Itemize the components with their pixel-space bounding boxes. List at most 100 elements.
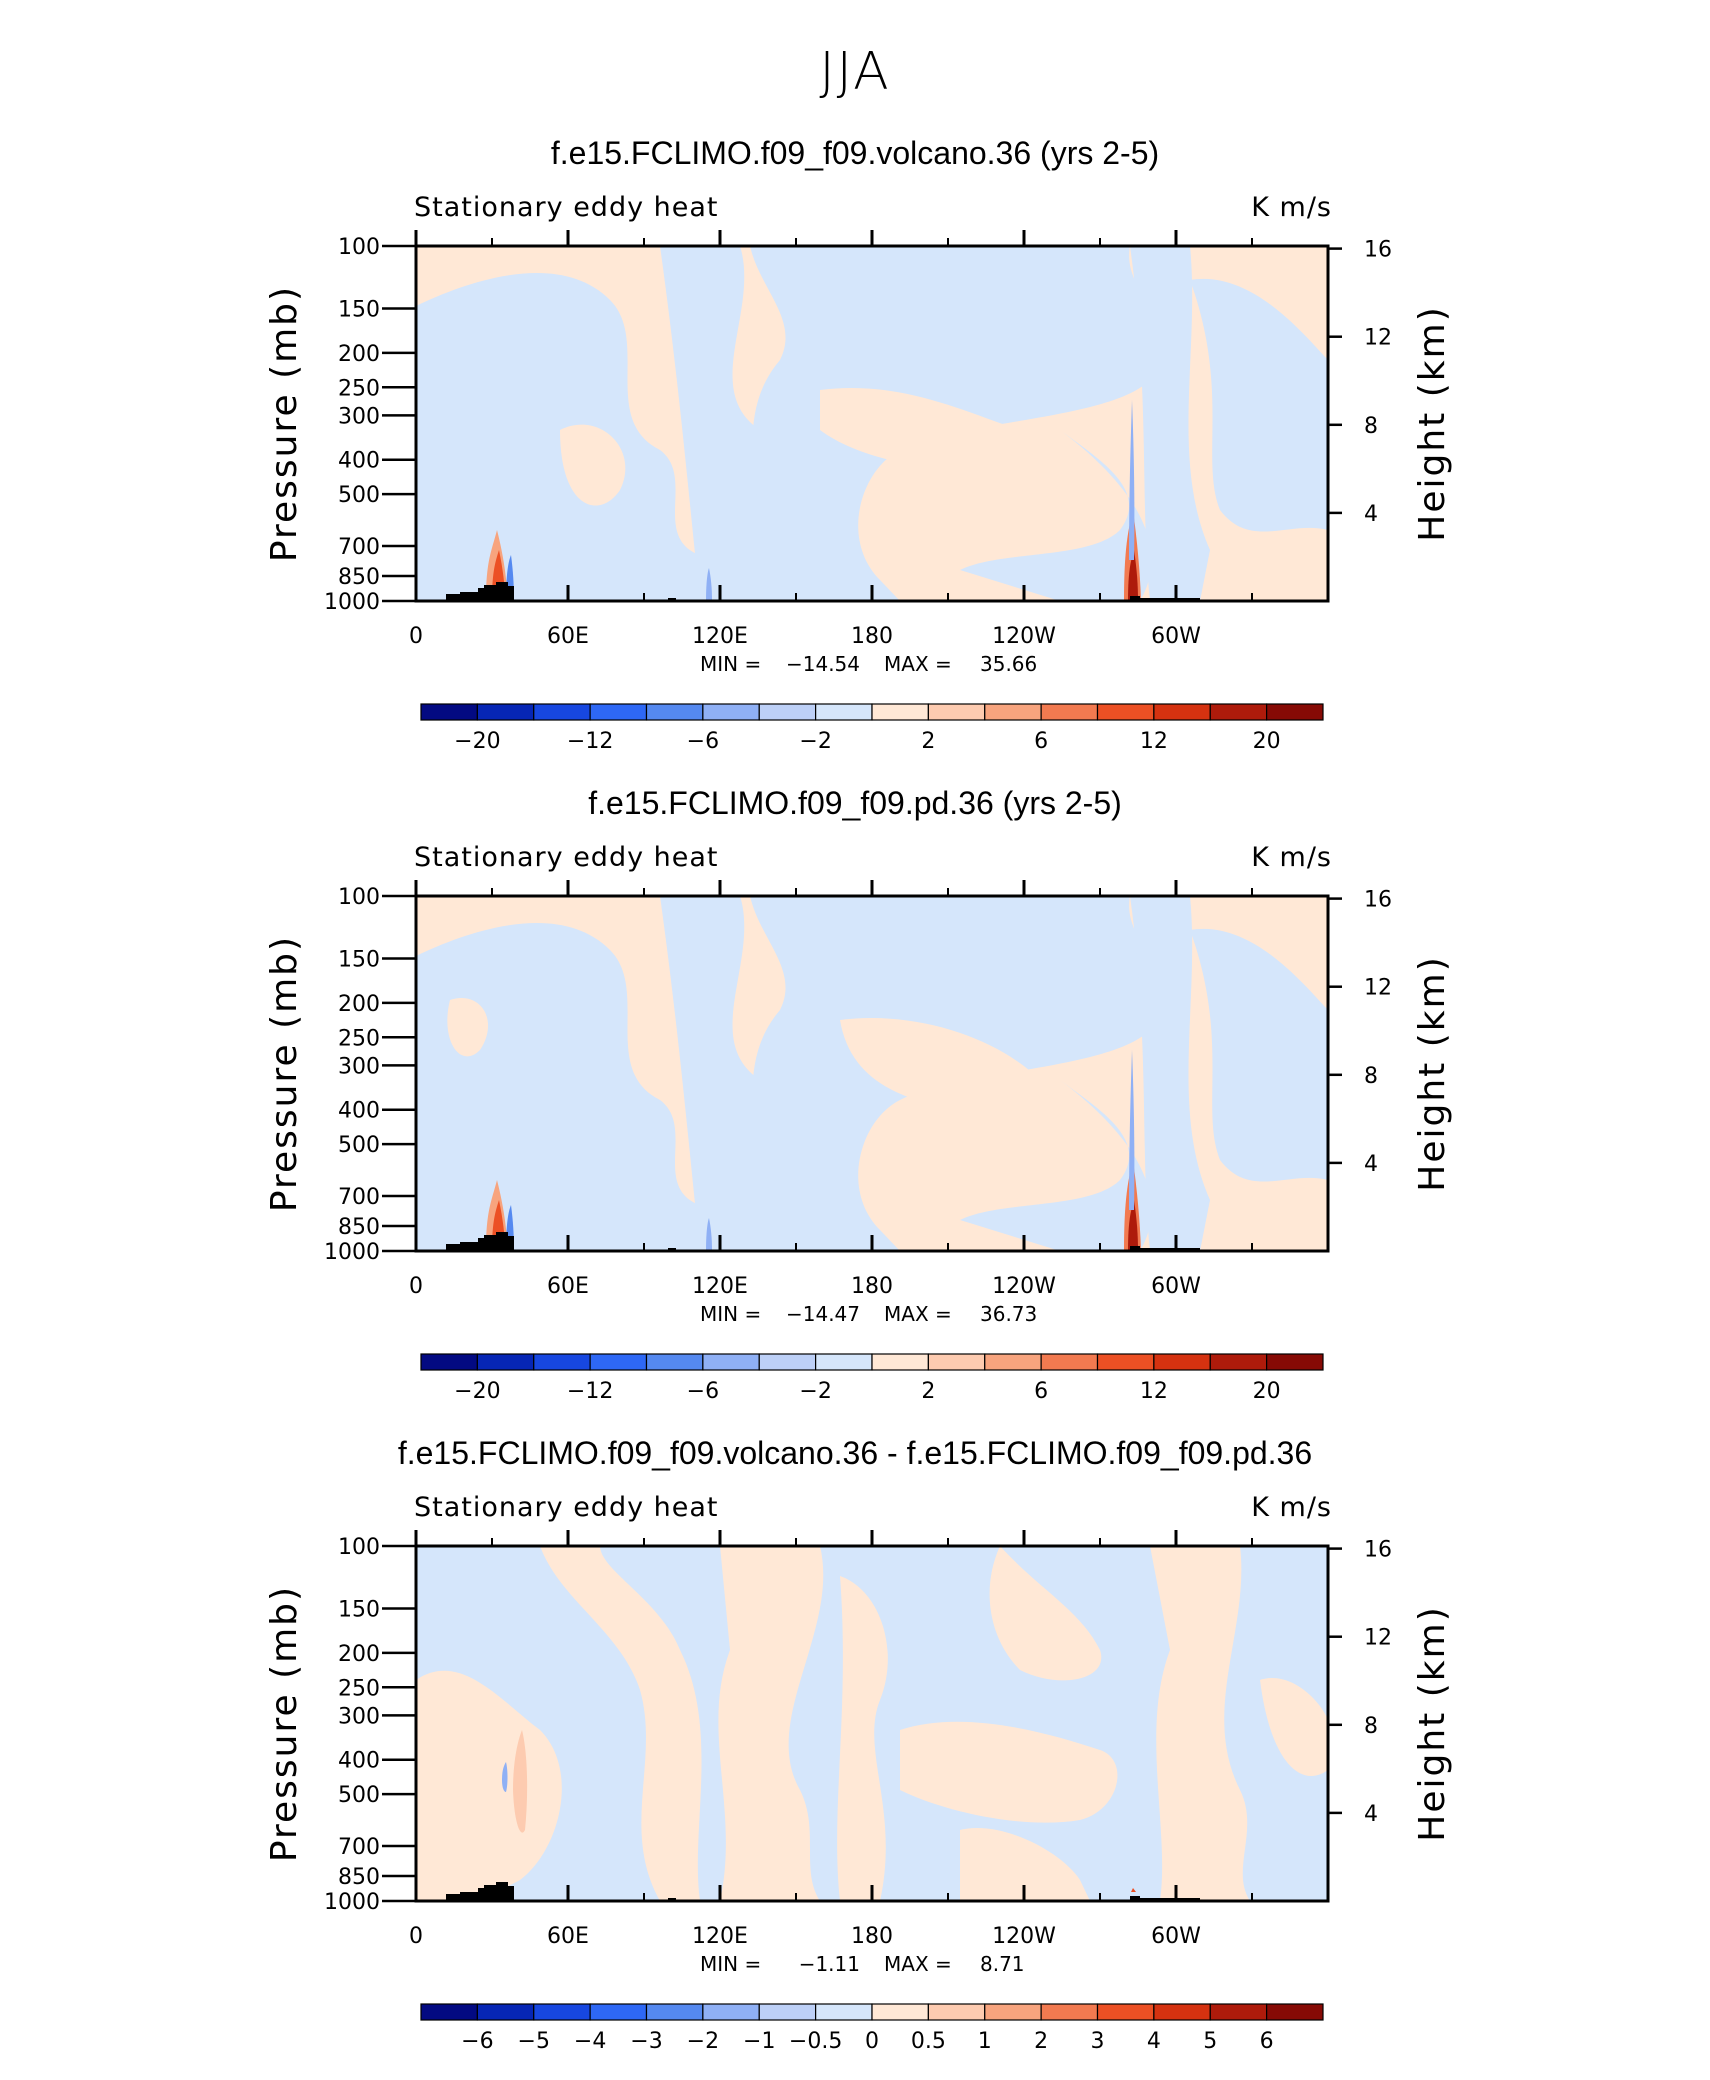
x-tick-label: 120E	[692, 1274, 748, 1299]
colorbar-label: 3	[1091, 2029, 1105, 2054]
contour-region	[1150, 1546, 1250, 1901]
colorbar-box	[533, 1353, 591, 1371]
x-tick-label: 0	[409, 1274, 423, 1299]
colorbar-label: 0	[865, 2029, 879, 2054]
y-tick-label: 400	[338, 1099, 380, 1124]
colorbar-box	[420, 2003, 478, 2021]
variable-label: Stationary eddy heat	[414, 1492, 719, 1523]
colorbar-box	[1096, 1353, 1155, 1371]
y-tick-label: 300	[338, 1054, 380, 1079]
y-tick-label: 250	[338, 1026, 380, 1051]
contour-region	[447, 998, 489, 1057]
colorbar-box	[871, 1353, 929, 1371]
contour-region	[900, 1721, 1118, 1823]
colorbar-box	[758, 1353, 817, 1371]
x-tick-label: 60E	[547, 1924, 589, 1949]
y-tick-label: 100	[338, 235, 380, 260]
y-tick-label: 700	[338, 535, 380, 560]
panel-title: f.e15.FCLIMO.f09_f09.pd.36 (yrs 2-5)	[588, 785, 1122, 821]
cold-core	[1129, 400, 1135, 560]
colorbar-box	[476, 1353, 535, 1371]
x-tick-label: 0	[409, 1924, 423, 1949]
colorbar-label: 4	[1147, 2029, 1161, 2054]
colorbar-label: 6	[1034, 1379, 1048, 1404]
colorbar-label: 20	[1253, 1379, 1281, 1404]
y2-tick-label: 4	[1364, 1802, 1378, 1827]
y-tick-label: 200	[338, 342, 380, 367]
contour-region	[837, 1576, 888, 1901]
colorbar-box	[1266, 1353, 1324, 1371]
contour-region	[660, 246, 830, 601]
colorbar-box	[984, 1353, 1042, 1371]
y2-axis-title: Height (km)	[1412, 1605, 1453, 1841]
y2-tick-label: 12	[1364, 326, 1392, 351]
colorbar-box	[1096, 2003, 1155, 2021]
x-tick-label: 60E	[547, 624, 589, 649]
stat-min-label: MIN =	[700, 652, 761, 676]
colorbar-box	[420, 1353, 478, 1371]
y-axis-title: Pressure (mb)	[264, 935, 305, 1212]
x-tick-label: 180	[851, 624, 893, 649]
y2-tick-label: 12	[1364, 1626, 1392, 1651]
colorbar-box	[1040, 1353, 1099, 1371]
colorbar-box	[1153, 703, 1211, 721]
cold-core	[1129, 1050, 1135, 1210]
panel-title: f.e15.FCLIMO.f09_f09.volcano.36 - f.e15.…	[398, 1435, 1312, 1471]
panel-title: f.e15.FCLIMO.f09_f09.volcano.36 (yrs 2-5…	[551, 135, 1159, 171]
colorbar-label: −2	[799, 1379, 831, 1404]
colorbar-box	[589, 703, 648, 721]
colorbar-box	[871, 703, 929, 721]
colorbar-label: −0.5	[789, 2029, 842, 2054]
y-tick-label: 700	[338, 1185, 380, 1210]
y-tick-label: 150	[338, 948, 380, 973]
colorbar-box	[589, 1353, 648, 1371]
stat-max-label: MAX =	[884, 1952, 952, 1976]
cold-core	[706, 1218, 712, 1251]
y-tick-label: 250	[338, 1676, 380, 1701]
x-tick-label: 120W	[992, 1274, 1056, 1299]
colorbar-box	[1040, 2003, 1099, 2021]
colorbar-box	[702, 703, 760, 721]
contour-region	[840, 1018, 1046, 1114]
stat-max-label: MAX =	[884, 1302, 952, 1326]
y-tick-label: 850	[338, 1215, 380, 1240]
colorbar-box	[476, 2003, 535, 2021]
contour-region	[960, 1080, 1152, 1251]
colorbar-label: −2	[687, 2029, 719, 2054]
y-tick-label: 100	[338, 1535, 380, 1560]
warm-core	[1131, 1888, 1136, 1892]
colorbar-box	[533, 2003, 591, 2021]
stat-min-value: −1.11	[799, 1952, 860, 1976]
y-tick-label: 400	[338, 1749, 380, 1774]
y-tick-label: 300	[338, 404, 380, 429]
cold-core	[502, 1762, 508, 1792]
colorbar-label: −4	[574, 2029, 606, 2054]
colorbar-box	[1209, 2003, 1268, 2021]
contour-region	[820, 388, 1044, 476]
variable-label: Stationary eddy heat	[414, 192, 719, 223]
x-tick-label: 60E	[547, 1274, 589, 1299]
y2-tick-label: 4	[1364, 502, 1378, 527]
contour-region	[560, 424, 626, 506]
stat-min-label: MIN =	[700, 1952, 761, 1976]
y-tick-label: 150	[338, 298, 380, 323]
colorbar-label: −2	[799, 729, 831, 754]
contour-region	[960, 1828, 1090, 1901]
y2-tick-label: 16	[1364, 888, 1392, 913]
colorbar-label: −12	[567, 729, 613, 754]
y2-axis-title: Height (km)	[1412, 305, 1453, 541]
stat-min-value: −14.47	[786, 1302, 860, 1326]
colorbar-label: 5	[1203, 2029, 1217, 2054]
colorbar-label: 1	[978, 2029, 992, 2054]
contour-region	[989, 1546, 1102, 1681]
contour-region	[416, 1670, 562, 1901]
colorbar-box	[984, 2003, 1042, 2021]
y2-tick-label: 8	[1364, 1714, 1378, 1739]
warm-core	[513, 1730, 528, 1833]
colorbar-box	[589, 2003, 648, 2021]
y-tick-label: 400	[338, 449, 380, 474]
colorbar-label: −12	[567, 1379, 613, 1404]
y-tick-label: 500	[338, 483, 380, 508]
y-tick-label: 150	[338, 1598, 380, 1623]
y-tick-label: 850	[338, 1865, 380, 1890]
